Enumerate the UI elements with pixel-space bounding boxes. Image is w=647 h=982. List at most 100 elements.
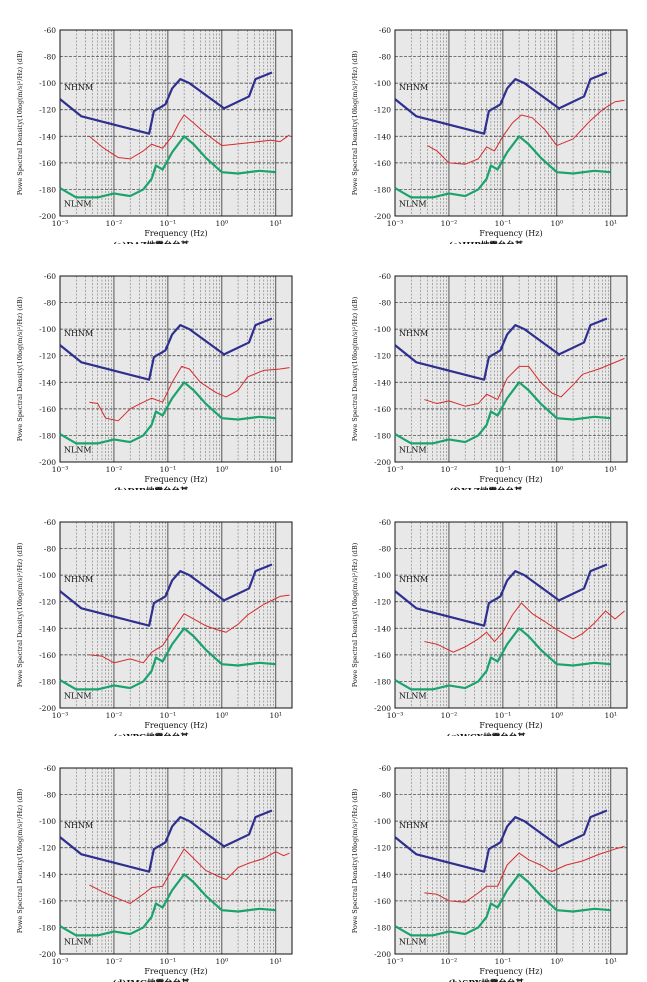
y-tick-label: -80 (379, 53, 391, 62)
y-tick-label: -160 (374, 159, 391, 168)
series-line (394, 135, 611, 199)
y-tick-label: -180 (39, 431, 56, 440)
plot-background (395, 276, 627, 462)
y-tick-label: -160 (39, 651, 56, 660)
y-tick-label: -200 (39, 212, 56, 221)
series-label: NHNM (64, 575, 93, 584)
chart-panel-jmg: -60 -80 -100 -120 -140 -160 -180 -200 10⁻³ 10⁻² 10… (10, 744, 310, 982)
series-line (89, 594, 290, 664)
y-tick-label: -160 (39, 897, 56, 906)
series-line (59, 135, 276, 199)
chart-caption: (f)XLZ地震台台基 (450, 486, 523, 490)
plot-frame (59, 767, 293, 955)
y-tick-label: -100 (374, 817, 391, 826)
y-axis-label: Powe Spectral Density(10log(m/s)²/Hz) (d… (16, 296, 24, 441)
y-axis-label: Powe Spectral Density(10log(m/s)²/Hz) (d… (16, 542, 24, 687)
series-line (394, 71, 608, 135)
y-tick-label: -180 (39, 185, 56, 194)
x-tick-label: 10⁻¹ (495, 711, 512, 720)
y-tick-label: -160 (39, 405, 56, 414)
y-tick-label: -60 (44, 518, 56, 527)
x-tick-label: 10⁰ (551, 465, 564, 474)
series-line (89, 365, 290, 422)
chart-panel-xlz: -60 -80 -100 -120 -140 -160 -180 -200 10⁻³ 10⁻² 10… (345, 252, 645, 490)
chart-panel-djb: -60 -80 -100 -120 -140 -160 -180 -200 10⁻³ 10⁻² 10… (10, 252, 310, 490)
series-line (59, 71, 273, 135)
series-label: NHNM (399, 575, 428, 584)
x-tick-label: 10⁻² (441, 957, 458, 966)
plot-frame (394, 275, 628, 463)
series-label: NHNM (399, 821, 428, 830)
y-tick-label: -60 (379, 272, 391, 281)
x-tick-label: 10⁰ (216, 957, 229, 966)
y-tick-label: -180 (374, 923, 391, 932)
y-tick-label: -120 (374, 352, 391, 361)
series-line (89, 848, 290, 905)
series-label: NLNM (399, 200, 427, 209)
series-line (59, 809, 273, 873)
x-tick-label: 10¹ (604, 465, 617, 474)
y-axis-label: Powe Spectral Density(10log(m/s)²/Hz) (d… (16, 788, 24, 933)
series-line (59, 873, 276, 937)
chart-caption: (h)SPX地震台台基 (448, 978, 524, 982)
y-tick-label: -200 (374, 704, 391, 713)
y-tick-label: -80 (379, 299, 391, 308)
series-line (394, 809, 608, 873)
x-tick-label: 10⁻³ (52, 465, 69, 474)
chart-caption: (b)DJB地震台台基 (113, 486, 189, 490)
series-label: NLNM (399, 692, 427, 701)
chart-panel-daz: -60 -80 -100 -120 -140 -160 -180 -200 10⁻³ 10⁻² 10… (10, 6, 310, 244)
y-tick-label: -100 (39, 817, 56, 826)
chart-panel-hjp: -60 -80 -100 -120 -140 -160 -180 -200 10⁻³ 10⁻² 10… (345, 6, 645, 244)
x-tick-label: 10⁻² (106, 711, 123, 720)
y-tick-label: -80 (44, 299, 56, 308)
x-tick-label: 10⁻³ (52, 711, 69, 720)
series-line (424, 357, 625, 407)
x-tick-label: 10⁻¹ (160, 957, 177, 966)
y-tick-label: -60 (44, 764, 56, 773)
chart-panel-ypg: -60 -80 -100 -120 -140 -160 -180 -200 10⁻³ 10⁻² 10… (10, 498, 310, 736)
series-label: NLNM (399, 938, 427, 947)
x-tick-label: 10¹ (269, 711, 282, 720)
y-tick-label: -180 (39, 677, 56, 686)
y-tick-label: -120 (39, 598, 56, 607)
y-tick-label: -60 (44, 26, 56, 35)
y-axis-label: Powe Spectral Density(10log(m/s)²/Hz) (d… (351, 788, 359, 933)
y-tick-label: -100 (39, 79, 56, 88)
y-tick-label: -200 (39, 704, 56, 713)
chart-caption: (e)HJP地震台台基 (449, 240, 524, 244)
x-tick-label: 10⁰ (551, 711, 564, 720)
plot-background (60, 522, 292, 708)
x-axis-label: Frequency (Hz) (479, 967, 542, 976)
x-tick-label: 10⁰ (216, 465, 229, 474)
y-tick-label: -140 (39, 132, 56, 141)
plot-frame (59, 275, 293, 463)
y-tick-label: -80 (379, 791, 391, 800)
x-axis-label: Frequency (Hz) (479, 229, 542, 238)
y-tick-label: -60 (44, 272, 56, 281)
plot-background (395, 522, 627, 708)
y-tick-label: -180 (374, 185, 391, 194)
x-tick-label: 10⁻² (441, 465, 458, 474)
x-tick-label: 10⁻² (441, 711, 458, 720)
y-tick-label: -140 (39, 378, 56, 387)
x-tick-label: 10⁻¹ (160, 711, 177, 720)
y-tick-label: -100 (374, 571, 391, 580)
x-axis-label: Frequency (Hz) (479, 721, 542, 730)
series-label: NLNM (64, 938, 92, 947)
chart-caption: (d)JMG地震台台基 (112, 978, 190, 982)
y-tick-label: -100 (374, 79, 391, 88)
y-tick-label: -160 (374, 897, 391, 906)
plot-frame (394, 521, 628, 709)
series-line (394, 317, 608, 381)
x-tick-label: 10⁻¹ (495, 957, 512, 966)
chart-caption: (c)YPG地震台台基 (113, 732, 189, 736)
y-tick-label: -120 (39, 106, 56, 115)
series-label: NHNM (64, 329, 93, 338)
plot-frame (59, 521, 293, 709)
series-line (89, 114, 290, 160)
